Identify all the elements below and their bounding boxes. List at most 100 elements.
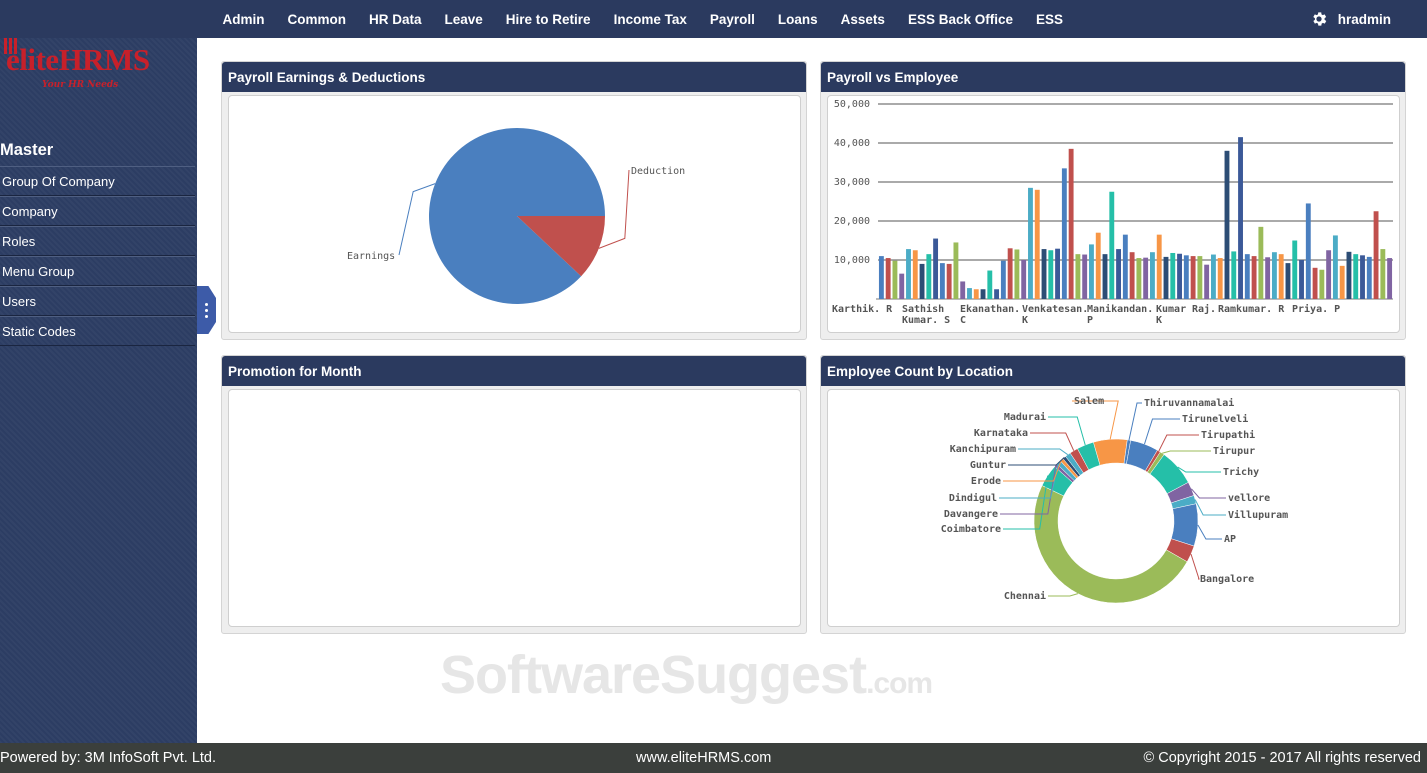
promotion-chart-area [228,389,801,627]
nav-hire-to-retire[interactable]: Hire to Retire [505,11,591,27]
bar [1136,258,1142,299]
donut-leader-line [1000,465,1057,515]
bar [1231,251,1237,299]
bar [1170,252,1176,299]
bar [994,289,1000,299]
nav-assets[interactable]: Assets [840,11,885,27]
bar [1068,148,1074,299]
donut-leader-line [1194,499,1226,516]
x-tick-label: Raj. [1192,303,1216,315]
donut-leader-line [1048,593,1079,597]
footer: Powered by: 3M InfoSoft Pvt. Ltd. www.el… [0,743,1427,773]
donut-leader-line [1003,459,1063,482]
bar [1102,254,1108,299]
nav-ess-back-office[interactable]: ESS Back Office [907,11,1013,27]
sidebar-item-group-of-company[interactable]: Group Of Company [0,166,195,196]
sidebar-toggle-handle[interactable] [197,286,216,334]
nav-payroll[interactable]: Payroll [709,11,755,27]
bar [1332,235,1338,299]
x-tick-label: Venkatesan. [1022,304,1088,315]
bar [1278,254,1284,299]
watermark: SoftwareSuggest.com [440,645,933,705]
x-tick-label: K [1022,315,1028,326]
user-menu[interactable]: hradmin [1310,0,1391,38]
donut-leader-line [1072,400,1119,440]
pie-leader-line [398,183,436,256]
bar [1061,168,1067,299]
bar [1116,249,1121,299]
bar [1089,244,1094,299]
nav-ess[interactable]: ESS [1035,11,1063,27]
footer-copyright: © Copyright 2015 - 2017 All rights reser… [1143,750,1421,766]
bar [1021,260,1027,299]
nav-loans[interactable]: Loans [777,11,818,27]
nav-common[interactable]: Common [287,11,347,27]
bar [912,250,918,299]
username-label[interactable]: hradmin [1337,11,1391,27]
bar [1028,187,1033,299]
bar [1000,260,1006,299]
bar [1150,252,1155,299]
bar [939,263,945,299]
top-nav-menu: Admin Common HR Data Leave Hire to Retir… [211,0,1075,38]
nav-admin[interactable]: Admin [222,11,265,27]
location-panel: Employee Count by Location Salem Thiruvan… [820,355,1406,634]
donut-label-ap: AP [1224,534,1236,545]
sidebar-item-company[interactable]: Company [0,196,195,226]
donut-label-villupuram: Villupuram [1228,509,1288,521]
donut-leader-line [1191,488,1226,499]
bar [1197,256,1203,299]
donut-label-davangere: Davangere [944,509,998,520]
sidebar-item-users[interactable]: Users [0,286,195,316]
bar [1292,240,1298,299]
donut-slice-ap [1170,503,1199,547]
y-tick-label: 10,000 [834,255,870,266]
pie-slice-deduction [517,216,605,277]
sidebar-item-roles[interactable]: Roles [0,226,195,256]
donut-label-vellore: vellore [1228,493,1270,504]
sidebar: eliteHRMS Your HR Needs Master Group Of … [0,0,197,743]
earnings-deductions-panel: Payroll Earnings & Deductions Earnings De… [221,61,807,340]
sidebar-item-menu-group[interactable]: Menu Group [0,256,195,286]
sidebar-item-static-codes[interactable]: Static Codes [0,316,195,346]
pie-label-earnings: Earnings [347,251,395,262]
x-tick-label: Kumar [1156,304,1186,315]
bar [967,288,972,299]
pie-slice-earnings [429,127,605,304]
logo-bars-icon [4,26,17,54]
bar [953,242,959,299]
nav-income-tax[interactable]: Income Tax [613,11,687,27]
footer-website-link[interactable]: www.eliteHRMS.com [636,750,772,766]
sidebar-section-title: Master [0,141,54,159]
bar [980,289,986,299]
nav-hr-data[interactable]: HR Data [369,11,422,27]
donut-leader-line [1197,524,1222,540]
donut-label-karnataka: Karnataka [974,428,1028,439]
bar [946,263,952,299]
bar [1217,258,1223,299]
gear-icon[interactable] [1310,10,1328,28]
donut-leader-line [1158,434,1199,452]
payroll-bar-svg: 50,000 40,000 30,000 20,000 10,000 Karthik. R… [832,99,1393,326]
donut-label-trichy: Trichy [1223,466,1259,478]
bar [1360,255,1365,299]
x-tick-label: K [1156,315,1162,326]
top-navbar [0,0,1427,38]
x-tick-label: Kumar. S [902,315,950,326]
pie-leader-line [598,169,630,249]
bar [1210,254,1216,299]
location-donut-svg: Salem Thiruvannamalai Tirunelveli Tirupathi… [941,396,1288,604]
donut-label-salem: Salem [1074,396,1104,407]
y-tick-label: 50,000 [834,99,870,110]
bar [1299,260,1304,299]
y-tick-label: 30,000 [834,177,870,188]
nav-leave[interactable]: Leave [444,11,483,27]
location-donut-chart: Salem Thiruvannamalai Tirunelveli Tirupathi… [827,389,1400,627]
bar [1048,250,1054,299]
x-tick-label: Sathish [902,303,944,315]
donut-leader-line [1162,450,1211,454]
bar [1190,256,1196,299]
app-logo[interactable]: eliteHRMS Your HR Needs [0,20,170,100]
bar [1387,258,1393,299]
x-tick-label: Karthik. R [832,303,893,315]
